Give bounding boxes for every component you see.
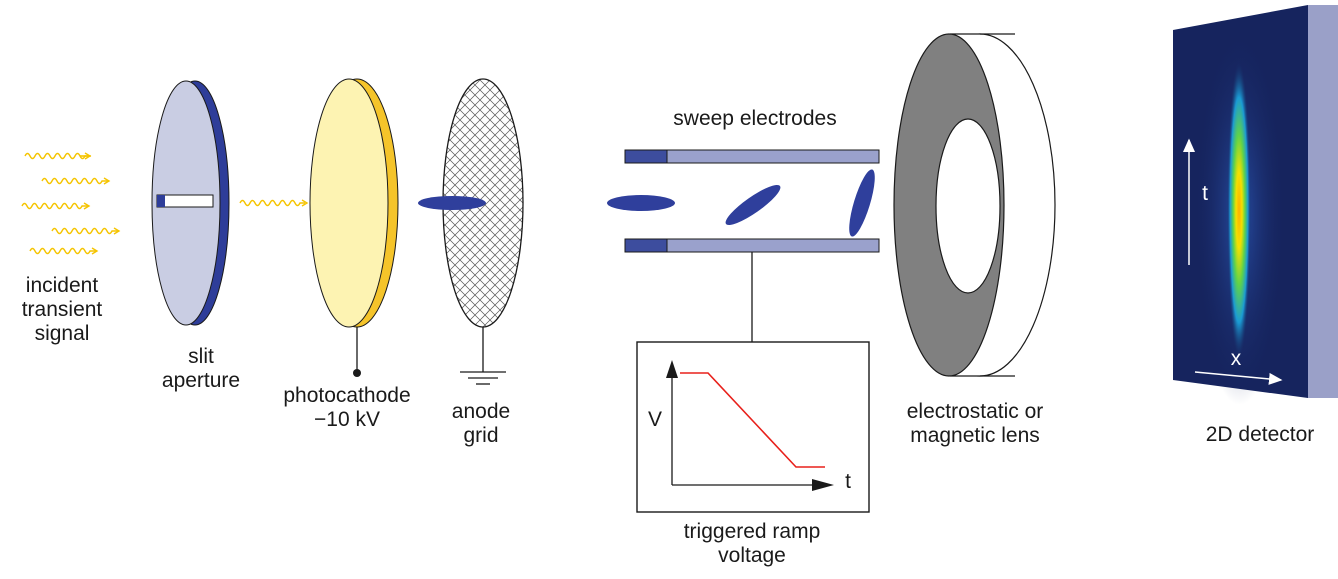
incident-line-1: incident: [25, 274, 99, 297]
ramp-voltage-label: triggered ramp voltage: [652, 520, 852, 568]
lens-line-1: electrostatic or: [906, 400, 1044, 423]
slit-aperture: [151, 80, 230, 326]
anode-line-2: grid: [463, 424, 499, 447]
inset-x-label: t: [838, 470, 858, 494]
sweep-text: sweep electrodes: [673, 107, 837, 130]
ramp-line-2: voltage: [718, 544, 786, 567]
inset-v-text: V: [647, 408, 662, 431]
slit-line-2: aperture: [161, 369, 241, 392]
lens-label: electrostatic or magnetic lens: [885, 400, 1065, 448]
anode-grid: [442, 78, 524, 385]
photocathode: [309, 78, 399, 377]
magnetic-lens: [893, 33, 1056, 377]
detector-label: 2D detector: [1185, 423, 1335, 447]
inset-y-label: V: [643, 408, 667, 432]
slit-aperture-label: slit aperture: [146, 345, 256, 393]
incident-line-3: signal: [34, 322, 90, 345]
electron-bunches: [418, 169, 875, 237]
detector-t-text: t: [1202, 182, 1208, 205]
incident-line-2: transient: [21, 298, 103, 321]
sweep-electrodes-label: sweep electrodes: [630, 107, 880, 131]
detector-x-text: x: [1230, 347, 1242, 370]
detector-t-axis-label: t: [1195, 182, 1215, 206]
ramp-voltage-inset: [636, 341, 870, 513]
anode-grid-label: anode grid: [431, 400, 531, 448]
inset-t-text: t: [845, 470, 851, 493]
detector-2d: [1173, 5, 1338, 405]
slit-line-1: slit: [188, 345, 214, 368]
photocathode-line-1: photocathode: [283, 384, 411, 407]
photocathode-label: photocathode −10 kV: [272, 384, 422, 432]
ramp-line: [680, 372, 825, 468]
photocathode-line-2: −10 kV: [314, 408, 380, 431]
lens-line-2: magnetic lens: [910, 424, 1040, 447]
ramp-line-1: triggered ramp: [683, 520, 821, 543]
detector-x-axis-label: x: [1226, 347, 1246, 371]
anode-line-1: anode: [451, 400, 511, 423]
incident-signal-label: incident transient signal: [8, 274, 116, 346]
detector-text: 2D detector: [1205, 423, 1315, 446]
transmitted-wave: [239, 199, 309, 207]
sweep-electrodes: [624, 149, 880, 342]
incident-waves: [21, 152, 121, 255]
